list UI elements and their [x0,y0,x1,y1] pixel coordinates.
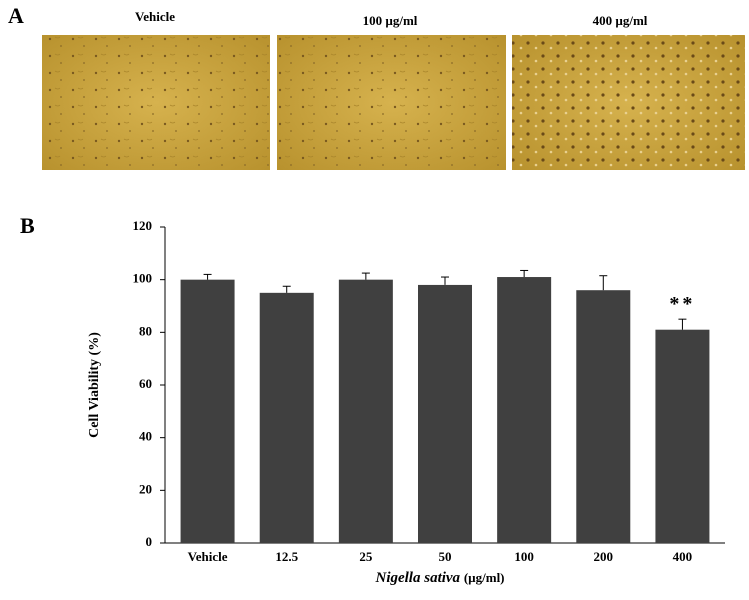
y-tick-label: 0 [146,534,153,549]
bar [655,329,710,543]
significance-mark: ** [669,293,695,315]
image-caption: Vehicle [135,9,175,24]
micrograph-texture [277,35,506,170]
y-tick-label: 60 [139,376,152,391]
x-tick-label: 12.5 [275,549,298,564]
bar [338,279,393,543]
x-tick-label: 400 [673,549,693,564]
panel-label: B [20,213,35,238]
y-tick-label: 100 [133,271,153,286]
x-tick-label: 50 [439,549,452,564]
bar [576,290,631,543]
micrograph-texture [42,35,270,170]
bar [259,292,314,543]
y-tick-label: 40 [139,429,152,444]
x-axis-label-italic: Nigella sativa [374,570,460,586]
y-axis-label: Cell Viability (%) [87,332,102,438]
image-caption: 400 µg/ml [593,13,648,28]
bar [497,277,552,543]
image-caption: 100 µg/ml [363,13,418,28]
bar [180,279,235,543]
x-tick-label: Vehicle [188,549,228,564]
bar [418,284,472,543]
x-tick-label: 100 [514,549,534,564]
x-axis-label-unit: (µg/ml) [464,570,505,585]
x-tick-label: 200 [594,549,614,564]
y-tick-label: 80 [139,323,152,338]
y-tick-label: 20 [139,481,152,496]
x-axis-label: Nigella sativa (µg/ml) [374,570,504,586]
micrographs [42,35,745,170]
panel-label: A [8,3,24,28]
y-tick-label: 120 [133,218,153,233]
x-tick-label: 25 [359,549,373,564]
micrograph-texture [512,35,745,170]
